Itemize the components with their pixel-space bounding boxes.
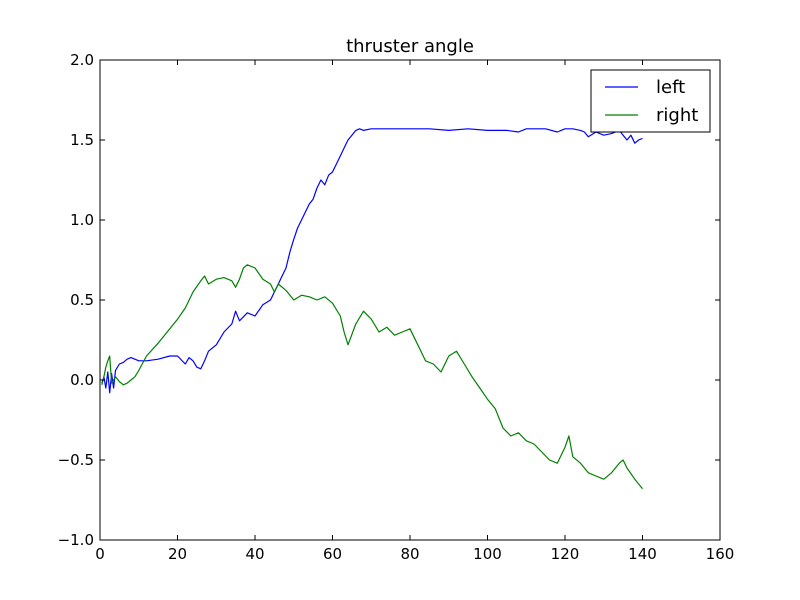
series-line-right bbox=[101, 264, 643, 490]
legend: left right bbox=[590, 69, 711, 133]
x-tick-label: 0 bbox=[95, 545, 105, 563]
series-layer bbox=[101, 128, 643, 490]
chart-title: thruster angle bbox=[346, 36, 474, 57]
x-tick-label: 40 bbox=[245, 545, 264, 563]
legend-label-right: right bbox=[656, 105, 698, 126]
x-tick-label: 100 bbox=[473, 545, 502, 563]
y-tick-label: −1.0 bbox=[58, 531, 94, 549]
y-tick-label: 0.5 bbox=[70, 291, 94, 309]
y-tick-label: 1.5 bbox=[70, 131, 94, 149]
y-tick-label: 0.0 bbox=[70, 371, 94, 389]
y-tick-label: 1.0 bbox=[70, 211, 94, 229]
y-tick-label: −0.5 bbox=[58, 451, 94, 469]
x-tick-label: 60 bbox=[323, 545, 342, 563]
plot-area: 0 20 40 60 80 100 120 140 160 −1.0 −0.5 0.0 0.5 1.0 1.… bbox=[58, 51, 735, 563]
x-tick-label: 140 bbox=[628, 545, 657, 563]
legend-label-left: left bbox=[656, 77, 685, 98]
x-tick-label: 160 bbox=[706, 545, 735, 563]
x-tick-label: 80 bbox=[400, 545, 419, 563]
axes-frame bbox=[99, 59, 721, 541]
legend-box bbox=[590, 69, 711, 133]
tick-layer: 0 20 40 60 80 100 120 140 160 −1.0 −0.5 0.0 0.5 1.0 1.… bbox=[58, 51, 735, 563]
x-tick-label: 120 bbox=[551, 545, 580, 563]
y-tick-label: 2.0 bbox=[70, 51, 94, 69]
x-tick-label: 20 bbox=[168, 545, 187, 563]
series-line-left bbox=[101, 128, 643, 394]
